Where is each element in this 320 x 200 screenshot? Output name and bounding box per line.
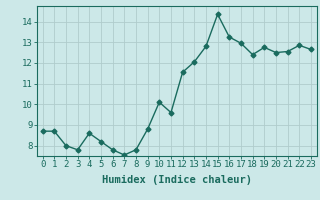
X-axis label: Humidex (Indice chaleur): Humidex (Indice chaleur) xyxy=(102,175,252,185)
